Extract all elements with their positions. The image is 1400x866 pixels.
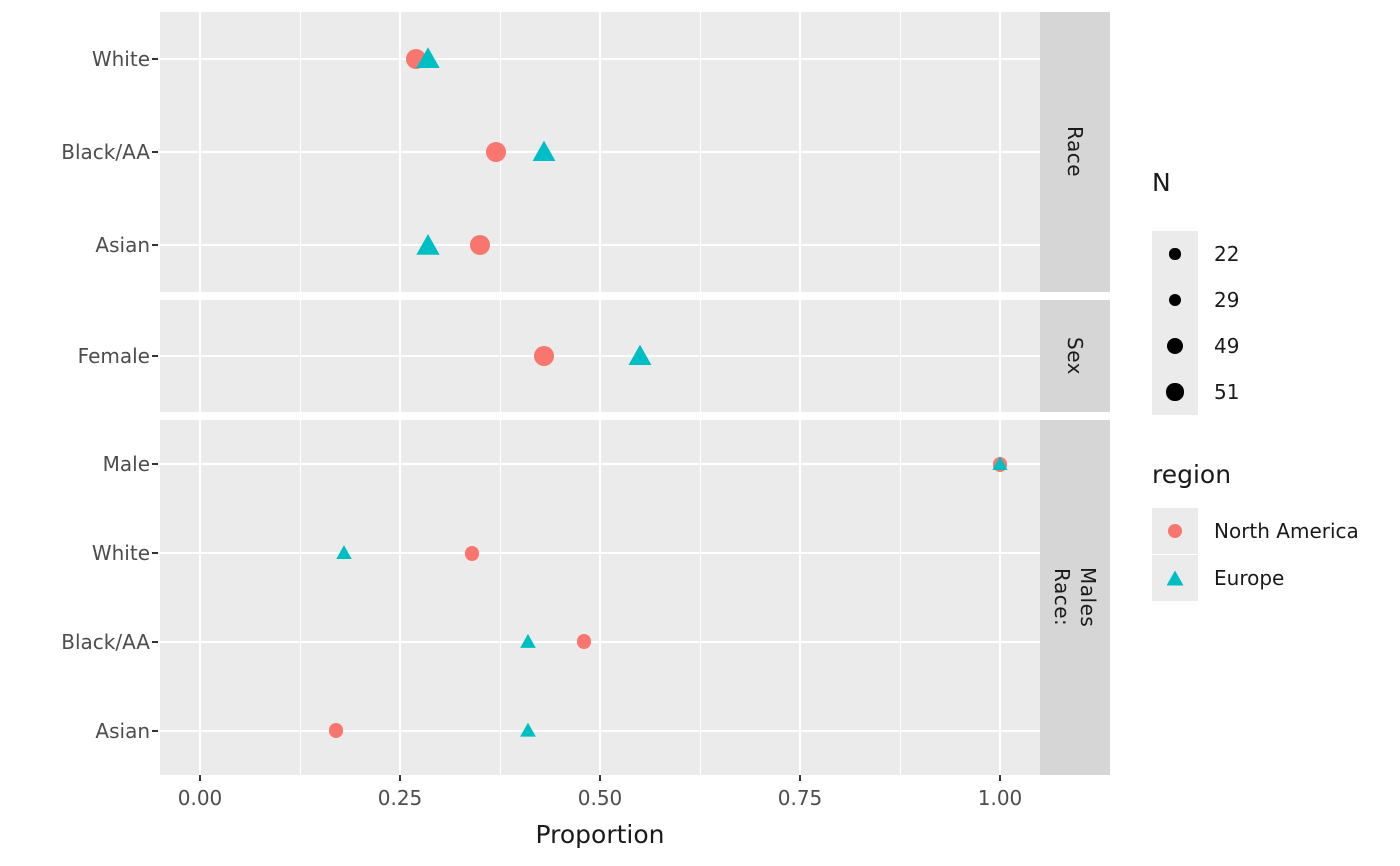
size-legend-key (1152, 369, 1198, 415)
gridline-major (399, 420, 401, 775)
gridline-minor (699, 420, 701, 775)
x-axis-tick (999, 775, 1001, 781)
x-axis-tick (399, 775, 401, 781)
y-axis-label: White (91, 46, 150, 71)
y-axis-label: Black/AA (61, 629, 150, 654)
size-legend-dot (1166, 337, 1184, 355)
gridline-minor (899, 420, 901, 775)
size-legend-dot (1169, 248, 1181, 260)
gridline-row (160, 463, 1040, 466)
gridline-major (599, 420, 601, 775)
gridline-major (799, 420, 801, 775)
y-axis-tick (152, 244, 158, 247)
y-axis-label: Asian (95, 233, 150, 258)
gridline-row (160, 729, 1040, 732)
region-legend-title: region (1152, 460, 1232, 489)
y-axis-tick (152, 463, 158, 466)
facet-panel-2 (160, 420, 1040, 775)
data-point-circle (533, 345, 555, 367)
x-axis-tick-label: 0.25 (377, 786, 423, 810)
gridline-row (160, 640, 1040, 643)
size-legend-dot (1166, 383, 1184, 401)
x-axis-tick-label: 0.75 (777, 786, 823, 810)
gridline-row (160, 244, 1040, 247)
y-axis-tick (152, 729, 158, 732)
region-legend-triangle-icon (1166, 570, 1184, 586)
region-legend-key (1152, 508, 1198, 554)
data-point-circle (328, 723, 344, 739)
facet-strip-1: Sex (1040, 300, 1110, 412)
facet-strip-label: Sex (1063, 337, 1087, 375)
y-axis-label: White (91, 541, 150, 566)
facet-panel-0 (160, 12, 1040, 292)
x-axis-tick-label: 0.50 (577, 786, 623, 810)
x-axis-tick (799, 775, 801, 781)
region-legend-label: North America (1214, 519, 1359, 543)
x-axis-tick (199, 775, 201, 781)
y-axis-tick (152, 57, 158, 60)
size-legend-key (1152, 231, 1198, 277)
gridline-major (999, 420, 1001, 775)
facet-panel-1 (160, 300, 1040, 412)
y-axis-tick (152, 552, 158, 555)
region-legend-label: Europe (1214, 566, 1285, 590)
y-axis-label: Asian (95, 718, 150, 743)
gridline-row (160, 552, 1040, 555)
y-axis-tick (152, 151, 158, 153)
size-legend-dot (1168, 293, 1182, 307)
size-legend-title: N (1152, 168, 1171, 197)
facet-strip-2: Race: Males (1040, 420, 1110, 775)
y-axis-label: Black/AA (61, 140, 150, 164)
region-legend-key (1152, 555, 1198, 601)
size-legend-label: 22 (1214, 242, 1240, 266)
size-legend-label: 49 (1214, 334, 1240, 358)
x-axis-tick (599, 775, 601, 781)
y-axis-tick (152, 640, 158, 643)
y-axis-label: Female (77, 344, 150, 368)
facet-strip-label: Race (1063, 126, 1087, 178)
data-point-circle (576, 634, 592, 650)
data-point-circle (485, 141, 507, 163)
region-legend-circle-icon (1168, 524, 1182, 538)
size-legend-label: 29 (1214, 288, 1240, 312)
x-axis-tick-label: 1.00 (977, 786, 1023, 810)
gridline-minor (299, 420, 301, 775)
gridline-major (199, 420, 201, 775)
x-axis-title: Proportion (535, 820, 665, 849)
data-point-circle (469, 235, 491, 256)
y-axis-tick (152, 355, 158, 357)
x-axis-tick-label: 0.00 (177, 786, 223, 810)
size-legend-key (1152, 277, 1198, 323)
size-legend-label: 51 (1214, 380, 1240, 404)
gridline-row (160, 57, 1040, 60)
facet-strip-0: Race (1040, 12, 1110, 292)
gridline-row (160, 355, 1040, 357)
size-legend-key (1152, 323, 1198, 369)
y-axis-label: Male (102, 452, 150, 477)
data-point-circle (464, 545, 480, 561)
facet-strip-label: Race: Males (1050, 567, 1100, 628)
gridline-minor (499, 420, 501, 775)
gridline-row (160, 151, 1040, 153)
